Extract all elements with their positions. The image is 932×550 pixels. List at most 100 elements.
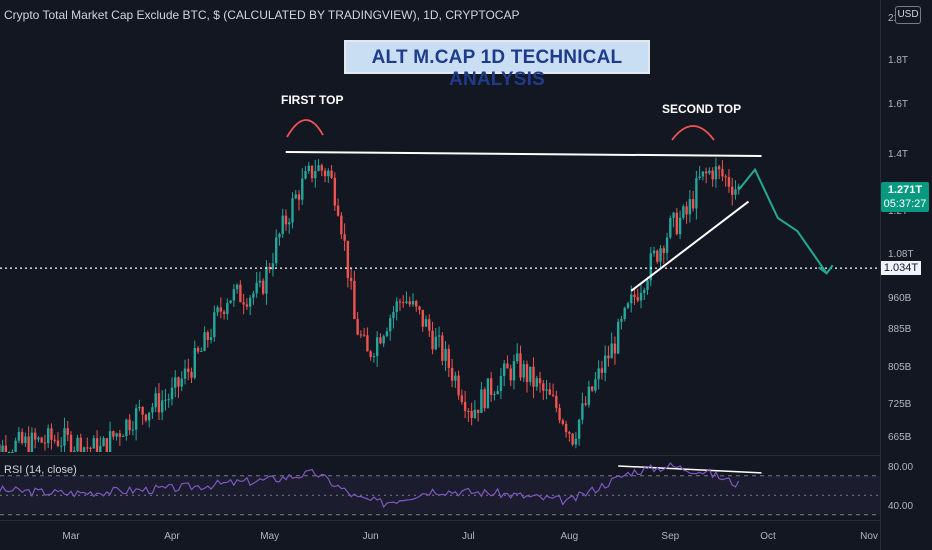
candle-body — [69, 434, 73, 452]
candle-body — [99, 446, 102, 452]
candle-body — [493, 394, 496, 396]
candle-body — [551, 394, 555, 396]
candle-body — [415, 301, 418, 307]
candle-body — [623, 307, 626, 319]
candle-body — [421, 309, 424, 327]
rsi-label: RSI (14, close) — [4, 464, 77, 476]
candle-body — [180, 378, 183, 387]
candle-body — [447, 348, 451, 368]
candle-body — [200, 350, 203, 352]
candle-body — [489, 378, 493, 395]
candle-body — [375, 337, 379, 357]
candle-body — [590, 386, 594, 391]
candle-body — [164, 399, 167, 401]
candle-body — [636, 297, 639, 301]
candle-body — [118, 433, 122, 437]
candle-body — [402, 302, 405, 304]
candle-body — [369, 351, 372, 357]
candle-body — [711, 170, 714, 180]
candle-body — [649, 253, 652, 281]
candle-body — [597, 368, 600, 380]
time-tick-label: Mar — [62, 531, 80, 542]
candle-body — [248, 297, 252, 307]
candle-body — [353, 281, 356, 319]
time-tick-label: Sep — [661, 531, 679, 542]
candle-body — [294, 194, 297, 199]
candle-body — [581, 403, 584, 420]
candle-body — [688, 199, 692, 215]
candle-body — [695, 178, 698, 209]
candle-body — [366, 335, 369, 352]
candle-body — [147, 412, 151, 421]
analysis-banner-text: ALT M.CAP 1D TECHNICAL ANALYSIS — [371, 47, 623, 90]
candle-body — [79, 437, 82, 452]
candle-body — [336, 205, 340, 216]
price-tick-label: 1.6T — [888, 99, 908, 110]
price-tick-label: 665B — [888, 432, 912, 443]
second-top-label: SECOND TOP — [662, 102, 742, 116]
candle-body — [86, 447, 89, 449]
time-tick-label: Apr — [164, 531, 180, 542]
candle-body — [509, 368, 512, 381]
candle-body — [698, 176, 701, 179]
currency-button[interactable]: USD — [895, 6, 921, 24]
candle-body — [678, 217, 682, 235]
candle-body — [476, 409, 480, 413]
candle-body — [284, 215, 288, 225]
candle-body — [14, 440, 17, 452]
candle-body — [428, 319, 431, 331]
candle-body — [538, 378, 542, 384]
candle-body — [128, 419, 131, 431]
candle-body — [330, 170, 333, 178]
candle-body — [512, 361, 516, 381]
candle-body — [516, 353, 519, 362]
first-top-label: FIRST TOP — [281, 93, 344, 107]
candle-body — [301, 178, 304, 200]
candle-body — [617, 321, 620, 354]
candle-body — [271, 263, 275, 270]
candle-body — [255, 282, 258, 294]
candle-body — [0, 444, 1, 452]
candle-body — [656, 250, 659, 262]
candle-body — [450, 367, 454, 381]
candle-body — [639, 292, 643, 301]
candle-body — [245, 304, 249, 307]
candle-body — [343, 234, 346, 241]
last-price-value: 1.271T — [887, 184, 923, 196]
candle-body — [405, 301, 408, 303]
candle-body — [317, 165, 320, 171]
candle-body — [724, 176, 727, 178]
candle-body — [727, 177, 731, 187]
chart-title: Crypto Total Market Cap Exclude BTC, $ (… — [4, 8, 520, 22]
candle-body — [675, 212, 679, 235]
candle-body — [382, 336, 385, 344]
candle-body — [115, 433, 118, 437]
rsi-lower-tick-label: 40.00 — [888, 501, 913, 512]
candle-body — [151, 407, 154, 413]
candle-body — [261, 280, 265, 294]
second-top-arc — [671, 125, 715, 141]
candle-body — [473, 409, 477, 418]
candle-body — [503, 363, 506, 376]
candle-body — [356, 318, 359, 335]
candle-body — [7, 452, 11, 453]
candle-body — [232, 289, 236, 301]
candle-body — [157, 393, 161, 413]
candle-body — [535, 378, 538, 387]
candle-body — [89, 447, 92, 449]
candle-body — [525, 364, 529, 382]
candle-body — [37, 437, 40, 440]
candle-body — [66, 428, 69, 435]
candle-body — [47, 428, 50, 444]
candle-body — [613, 343, 617, 354]
candle-body — [691, 199, 695, 209]
candle-body — [519, 353, 522, 378]
candle-body — [398, 301, 402, 303]
candle-body — [587, 386, 591, 405]
candle-body — [486, 378, 490, 409]
candle-body — [568, 432, 571, 434]
candle-body — [346, 240, 350, 278]
candle-body — [121, 436, 125, 438]
candle-body — [206, 332, 209, 340]
candle-body — [33, 432, 37, 440]
